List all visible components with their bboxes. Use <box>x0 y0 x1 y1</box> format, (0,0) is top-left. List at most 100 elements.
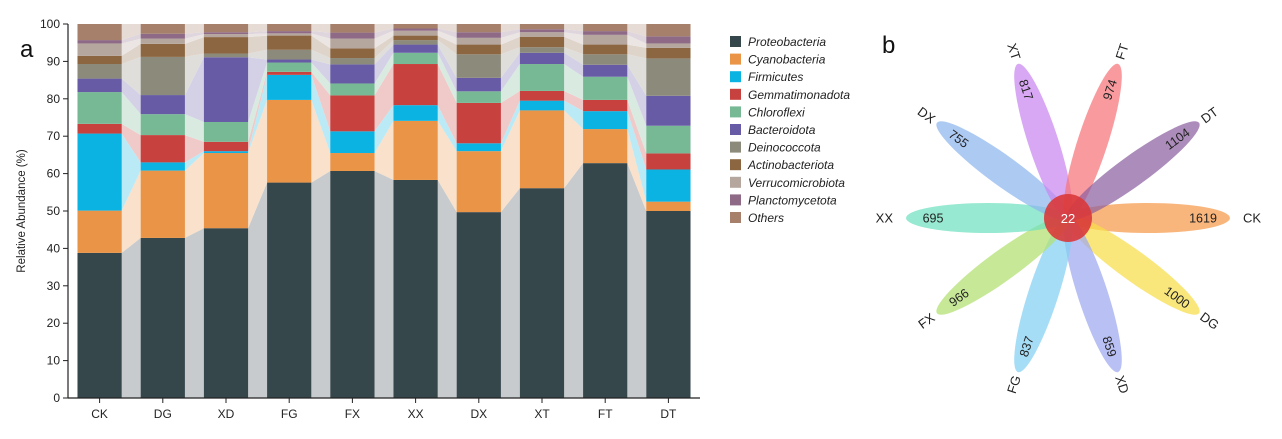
y-tick-label: 80 <box>47 92 61 106</box>
legend-swatch <box>730 176 741 188</box>
petal-name: XD <box>1112 374 1132 396</box>
bar-axes: 0 10 20 30 40 50 60 70 80 90 100 CK DG XD FG FX XX DX XT FT… <box>40 17 700 421</box>
bar-flow-bands <box>121 24 647 398</box>
flow-band-fg-fx <box>311 33 331 49</box>
bar-segment-fg-verrucomicrobiota <box>267 33 312 36</box>
bar-segment-fx-proteobacteria <box>330 170 375 398</box>
bar-segment-dx-deinococcota <box>456 54 501 78</box>
flow-band-fg-fx <box>311 99 331 183</box>
bar-segment-dx-chloroflexi <box>456 91 501 103</box>
flow-band-fx-xx <box>374 120 394 180</box>
x-tick-label: DX <box>470 407 487 421</box>
bar-segment-xx-firmicutes <box>393 105 438 121</box>
flow-band-dx-xt <box>500 29 520 38</box>
bar-segment-xx-bacteroidota <box>393 44 438 53</box>
legend-label: Firmicutes <box>748 70 803 84</box>
bar-segment-xd-planctomycetota <box>203 32 249 35</box>
bar-segment-dx-proteobacteria <box>456 212 501 398</box>
legend-swatch <box>730 141 741 153</box>
bar-segment-fx-chloroflexi <box>330 83 375 96</box>
petal-count: 974 <box>1100 78 1120 102</box>
legend-label: Others <box>748 211 784 225</box>
bar-segment-fx-actinobacteriota <box>330 48 375 59</box>
bar-segment-dt-chloroflexi <box>646 125 691 154</box>
petal-ck <box>1066 203 1230 233</box>
flow-band-fx-xx <box>374 30 394 49</box>
bar-segment-xt-bacteroidota <box>519 52 565 65</box>
flow-band-xt-ft <box>564 163 584 398</box>
bar-segment-xd-deinococcota <box>203 53 249 58</box>
petal-shape <box>906 203 1070 233</box>
y-tick-label: 70 <box>47 129 61 143</box>
petal-count: 1619 <box>1189 212 1217 226</box>
legend-label: Planctomycetota <box>748 193 837 207</box>
flow-band-fx-xx <box>374 64 394 132</box>
bar-segment-dg-gemmatimonadota <box>140 135 185 163</box>
flow-band-fx-xx <box>374 40 394 65</box>
bar-segment-xd-bacteroidota <box>203 57 249 122</box>
flow-band-xd-fg <box>248 57 268 122</box>
flow-band-ft-dt <box>627 76 647 154</box>
flow-band-xx-dx <box>437 28 457 38</box>
legend-swatch <box>730 88 741 100</box>
flow-band-fx-xx <box>374 52 394 96</box>
bar-segment-dt-verrucomicrobiota <box>646 43 691 48</box>
bar-segment-xx-chloroflexi <box>393 52 438 65</box>
bar-segment-xd-cyanobacteria <box>203 153 249 229</box>
bar-segment-ft-cyanobacteria <box>583 129 628 164</box>
bar-segment-xd-proteobacteria <box>203 228 249 398</box>
flow-band-xx-dx <box>437 179 457 398</box>
flow-band-fg-fx <box>311 49 331 65</box>
bar-segment-xt-others <box>519 24 565 30</box>
bar-segment-fg-actinobacteriota <box>267 35 312 50</box>
flow-band-ck-dg <box>121 43 141 65</box>
flow-band-dg-xd <box>184 114 204 142</box>
bar-segment-ft-deinococcota <box>583 54 628 65</box>
bar-segment-fx-verrucomicrobiota <box>330 38 375 49</box>
flow-band-xt-ft <box>564 100 584 130</box>
bar-segment-dt-firmicutes <box>646 169 691 202</box>
panel-a-label: a <box>20 36 34 63</box>
petal-xt <box>1014 63 1073 221</box>
flow-band-fg-fx <box>311 62 331 96</box>
flow-band-xd-fg <box>248 74 268 154</box>
bar-segment-xt-proteobacteria <box>519 188 565 398</box>
bar-segment-xt-gemmatimonadota <box>519 90 565 101</box>
bar-segment-xd-gemmatimonadota <box>203 141 249 152</box>
bar-segment-fg-chloroflexi <box>267 62 312 72</box>
bar-segment-fg-planctomycetota <box>267 31 312 34</box>
flow-band-dg-xd <box>184 228 204 398</box>
bar-segment-ft-chloroflexi <box>583 76 628 100</box>
bar-segment-dt-deinococcota <box>646 58 691 96</box>
bar-segment-dg-deinococcota <box>140 56 185 96</box>
x-tick-label: FX <box>345 407 360 421</box>
petal-fg <box>1014 215 1073 373</box>
flow-band-fx-xx <box>374 28 394 39</box>
panel-b-label: b <box>882 32 895 59</box>
petal-shape <box>1065 215 1200 315</box>
bar-segment-ck-proteobacteria <box>77 252 122 398</box>
flow-band-xx-dx <box>437 52 457 103</box>
bar-segment-dg-verrucomicrobiota <box>140 38 185 44</box>
flow-band-xd-fg <box>248 35 268 54</box>
legend-label: Cyanobacteria <box>748 53 826 67</box>
flow-band-xx-dx <box>437 105 457 152</box>
flow-band-xt-ft <box>564 90 584 112</box>
bar-segment-ft-proteobacteria <box>583 163 628 398</box>
flow-band-xx-dx <box>437 35 457 55</box>
legend-label: Actinobacteriota <box>747 158 834 172</box>
y-tick-label: 50 <box>47 204 61 218</box>
flow-band-ft-dt <box>627 24 647 37</box>
flow-band-ck-dg <box>121 78 141 115</box>
bar-segment-xt-firmicutes <box>519 100 565 111</box>
bar-segment-fx-deinococcota <box>330 58 375 65</box>
bar-segment-xd-chloroflexi <box>203 121 249 142</box>
bar-stacks <box>77 24 691 398</box>
y-tick-label: 60 <box>47 167 61 181</box>
petal-name: XX <box>876 211 894 226</box>
petal-shape <box>1014 215 1073 373</box>
flow-band-ft-dt <box>627 129 647 211</box>
flow-band-fx-xx <box>374 105 394 154</box>
bar-segment-fg-bacteroidota <box>267 59 312 63</box>
flow-band-dg-xd <box>184 151 204 171</box>
